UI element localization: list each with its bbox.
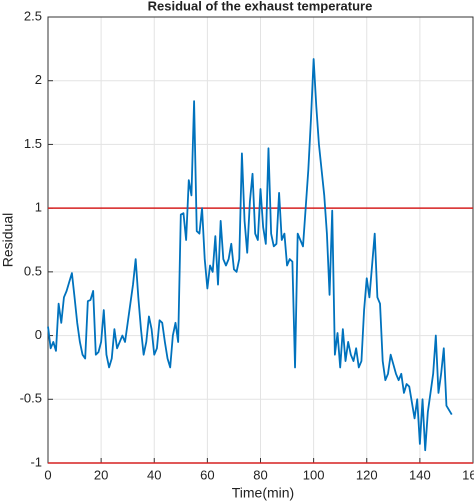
x-tick-label: 40 [147,467,161,482]
x-axis-label: Time(min) [232,485,294,501]
chart-title: Residual of the exhaust temperature [148,0,373,13]
y-tick-label: 2 [35,72,42,87]
x-tick-label: 80 [253,467,267,482]
y-axis-label: Residual [0,213,16,267]
y-tick-label: 0.5 [24,263,42,278]
x-tick-label: 140 [409,467,431,482]
y-tick-label: -1 [30,454,42,469]
x-tick-label: 0 [44,467,51,482]
x-tick-label: 160 [462,467,474,482]
x-tick-label: 120 [356,467,378,482]
x-tick-label: 20 [94,467,108,482]
y-tick-label: 2.5 [24,8,42,23]
x-tick-label: 100 [303,467,325,482]
y-tick-label: 1 [35,200,42,215]
y-tick-label: 1.5 [24,136,42,151]
y-tick-label: -0.5 [20,391,42,406]
y-tick-label: 0 [35,327,42,342]
data-line [47,58,453,452]
x-tick-label: 60 [200,467,214,482]
